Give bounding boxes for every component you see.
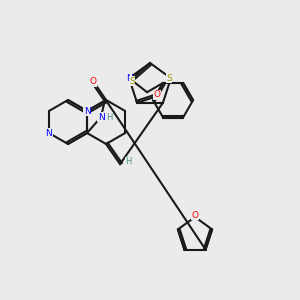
Text: N: N: [126, 74, 133, 83]
Text: N: N: [46, 128, 52, 137]
Text: N: N: [84, 106, 90, 116]
Text: O: O: [154, 90, 160, 99]
Text: H: H: [106, 112, 112, 122]
Text: N: N: [98, 112, 104, 122]
Text: H: H: [125, 158, 131, 166]
Text: O: O: [191, 211, 199, 220]
Text: S: S: [166, 74, 172, 83]
Text: S: S: [129, 76, 135, 85]
Text: O: O: [90, 77, 97, 86]
